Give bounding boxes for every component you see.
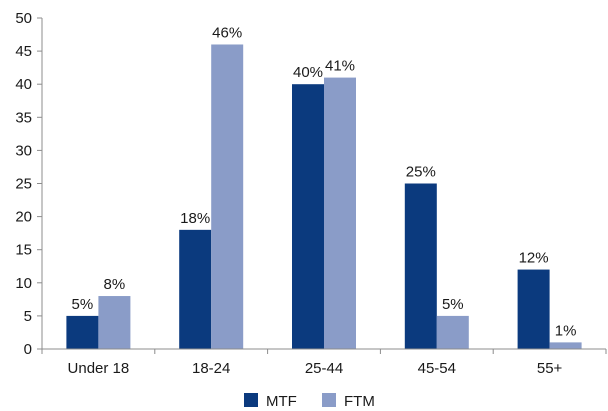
data-label: 46% — [212, 24, 242, 41]
data-label: 5% — [72, 296, 94, 313]
data-label: 12% — [519, 250, 549, 267]
x-tick-label: 18-24 — [192, 360, 230, 377]
data-label: 1% — [555, 322, 577, 339]
legend: MTF FTM — [244, 393, 375, 410]
bars — [66, 44, 582, 349]
legend-swatch-ftm — [322, 393, 336, 407]
y-tick-label: 35 — [15, 109, 32, 126]
x-tick-label: Under 18 — [68, 360, 130, 377]
bar-mtf — [292, 84, 324, 349]
bar-mtf — [179, 229, 212, 349]
x-tick-label: 55+ — [537, 360, 563, 377]
bar-mtf — [66, 315, 99, 349]
x-axis: Under 18 18-24 25-44 45-54 55+ — [41, 348, 607, 377]
y-tick-label: 5 — [24, 308, 32, 325]
bar-ftm — [211, 44, 244, 349]
y-tick-label: 10 — [15, 275, 32, 292]
x-tick-label: 45-54 — [418, 360, 456, 377]
bar-ftm — [549, 342, 582, 349]
y-tick-label: 40 — [15, 76, 32, 93]
legend-label-mtf: MTF — [266, 393, 297, 410]
data-labels: 5% 18% 40% 25% 12% 8% 46% 41% 5% 1% — [72, 24, 577, 339]
data-label: 8% — [104, 276, 126, 293]
bar-mtf — [404, 183, 437, 349]
y-axis: 0 5 10 15 20 25 30 35 40 45 50 — [15, 10, 43, 358]
data-label: 5% — [442, 296, 464, 313]
y-tick-label: 30 — [15, 142, 32, 159]
bar-mtf — [517, 269, 550, 349]
legend-label-ftm: FTM — [344, 393, 375, 410]
bar-ftm — [324, 77, 356, 349]
y-tick-label: 50 — [15, 10, 32, 27]
bar-ftm — [436, 315, 469, 349]
y-tick-label: 20 — [15, 209, 32, 226]
y-tick-label: 0 — [24, 341, 32, 358]
y-tick-label: 25 — [15, 176, 32, 193]
data-label: 18% — [180, 210, 210, 227]
data-label: 25% — [406, 164, 436, 181]
y-tick-label: 15 — [15, 242, 32, 259]
x-tick-label: 25-44 — [305, 360, 343, 377]
data-label: 40% — [293, 64, 323, 81]
legend-swatch-mtf — [244, 393, 258, 407]
bar-ftm — [98, 296, 131, 349]
data-label: 41% — [325, 58, 355, 75]
y-tick-label: 45 — [15, 43, 32, 60]
